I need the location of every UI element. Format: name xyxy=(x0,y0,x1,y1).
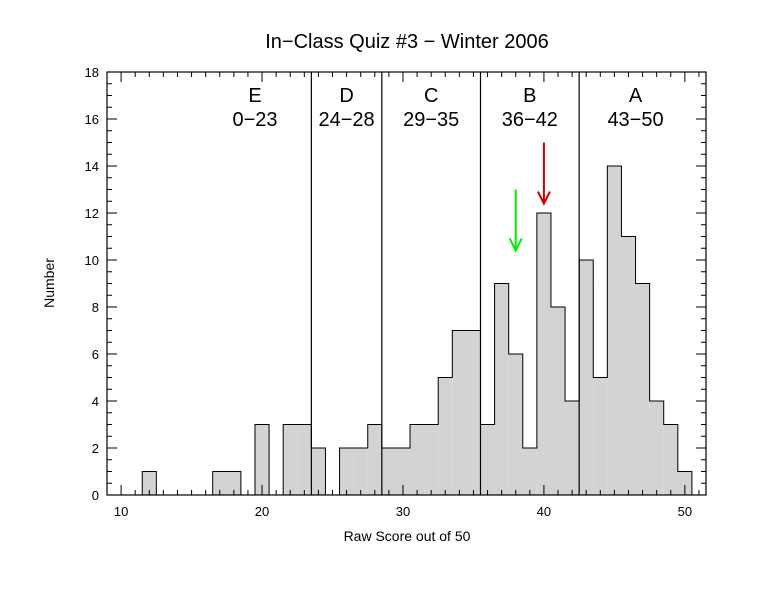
grade-range-label: 29−35 xyxy=(403,109,459,131)
histogram-bar xyxy=(480,424,495,495)
y-tick-label: 2 xyxy=(92,441,99,456)
histogram-bar xyxy=(452,330,467,495)
histogram-outline xyxy=(141,471,157,495)
histogram-outline xyxy=(254,424,270,495)
histogram-bar xyxy=(508,354,523,495)
grade-letter-label: A xyxy=(629,85,643,107)
histogram-bar xyxy=(395,448,411,495)
histogram-bar xyxy=(593,377,608,495)
histogram-bar xyxy=(579,260,594,495)
histogram-bar xyxy=(142,471,157,495)
grade-letter-label: E xyxy=(248,85,261,107)
y-tick-label: 16 xyxy=(85,112,99,127)
histogram-bar xyxy=(353,448,368,495)
axis-ticks: 10 20 30 40 50 0 2 4 6 8 10 12 14 16 18 xyxy=(85,65,706,519)
histogram-bar xyxy=(226,471,241,495)
grade-range-label: 36−42 xyxy=(502,109,558,131)
y-tick-label: 12 xyxy=(85,206,99,221)
histogram-bar xyxy=(466,330,481,495)
y-tick-label: 14 xyxy=(85,159,99,174)
y-tick-label: 4 xyxy=(92,394,99,409)
histogram-bar xyxy=(381,448,396,495)
x-tick-label: 40 xyxy=(537,504,551,519)
histogram-bar xyxy=(283,424,298,495)
histogram-bar xyxy=(565,401,580,495)
grade-labels: E0−23 D24−28 C29−35 B36−42 A43−50 xyxy=(232,85,663,131)
arrow-head xyxy=(537,191,551,206)
chart-title: In−Class Quiz #3 − Winter 2006 xyxy=(265,31,548,53)
grade-boundaries xyxy=(310,72,580,495)
histogram-bar xyxy=(522,448,537,495)
histogram-bar xyxy=(550,307,566,495)
x-tick-label: 30 xyxy=(396,504,410,519)
grade-range-label: 24−28 xyxy=(319,109,375,131)
histogram-bar xyxy=(635,283,650,495)
plot-frame xyxy=(106,71,707,496)
x-tick-label: 20 xyxy=(255,504,269,519)
histogram-bar xyxy=(254,424,270,495)
y-tick-label: 6 xyxy=(92,347,99,362)
x-axis-label: Raw Score out of 50 xyxy=(344,528,471,544)
histogram-bar xyxy=(367,424,382,495)
grade-range-label: 0−23 xyxy=(232,109,277,131)
y-axis-label: Number xyxy=(41,258,57,308)
histogram-bar xyxy=(663,424,678,495)
x-tick-label: 10 xyxy=(114,504,128,519)
histogram-bar xyxy=(536,213,551,495)
y-tick-label: 0 xyxy=(92,488,99,503)
histogram-bar xyxy=(212,471,227,495)
score-arrows xyxy=(508,142,551,253)
histogram-bars xyxy=(141,165,693,495)
grade-letter-label: D xyxy=(339,85,353,107)
histogram-bar xyxy=(311,448,326,495)
y-tick-label: 8 xyxy=(92,300,99,315)
histogram-bar xyxy=(438,377,453,495)
histogram-bar xyxy=(297,424,312,495)
histogram-bar xyxy=(649,401,664,495)
histogram-bar xyxy=(494,283,509,495)
histogram-bar xyxy=(607,166,622,495)
histogram-bar xyxy=(424,424,439,495)
histogram-bar xyxy=(410,424,425,495)
grade-letter-label: B xyxy=(523,85,536,107)
histogram-outline xyxy=(212,471,242,495)
histogram-outline xyxy=(339,165,693,495)
grade-range-label: 43−50 xyxy=(607,109,663,131)
y-tick-label: 18 xyxy=(85,65,99,80)
histogram-bar xyxy=(621,236,636,495)
histogram-bar xyxy=(677,471,692,495)
arrow-head xyxy=(508,238,523,253)
grade-letter-label: C xyxy=(424,85,438,107)
x-tick-label: 50 xyxy=(678,504,692,519)
histogram-bar xyxy=(339,448,354,495)
y-tick-label: 10 xyxy=(85,253,99,268)
